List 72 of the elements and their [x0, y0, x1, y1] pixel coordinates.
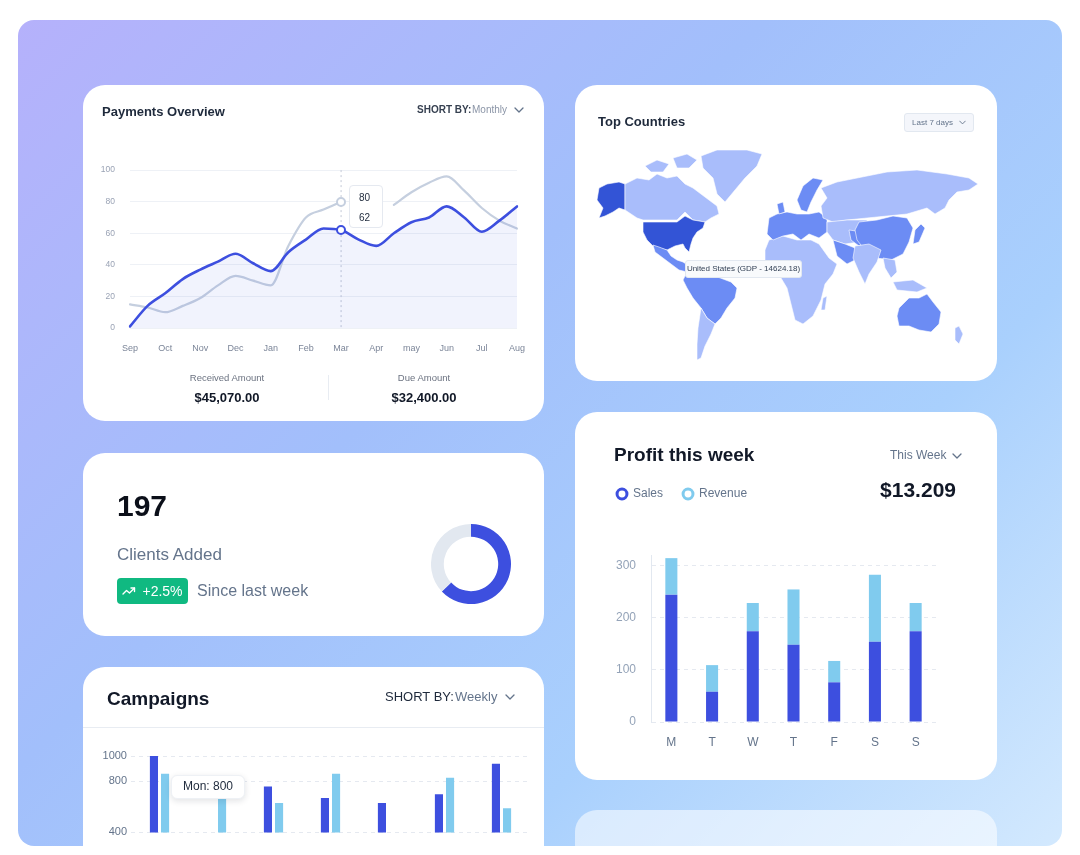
x-tick-label: M: [666, 734, 677, 749]
tooltip: Mon: 800: [171, 775, 245, 799]
bar: [665, 594, 678, 722]
x-tick-label: Mar: [333, 342, 349, 353]
legend-label: Sales: [633, 486, 664, 501]
text: Received Amount: [189, 371, 265, 384]
chart-title: Payments Overview: [102, 103, 225, 120]
annotation: 62: [359, 212, 371, 224]
x-tick-label: Aug: [508, 342, 525, 353]
y-tick-label: 0: [110, 322, 116, 333]
bar: [746, 631, 759, 722]
x-tick-label: T: [789, 734, 798, 749]
bar: [787, 589, 800, 645]
legend-label: Revenue: [699, 486, 748, 501]
bar: [868, 574, 881, 642]
chart-title: Profit this week: [614, 444, 755, 466]
x-tick-label: Jan: [263, 342, 278, 353]
y-tick-label: 100: [100, 164, 116, 175]
bar: [828, 682, 841, 722]
text: Weekly: [455, 688, 498, 705]
text: This Week: [890, 448, 947, 463]
x-tick-label: Oct: [158, 342, 173, 353]
y-tick-label: 300: [615, 557, 637, 572]
annotation: 80: [359, 192, 371, 204]
bar: [706, 665, 719, 692]
text: Clients Added: [117, 545, 222, 565]
y-tick-label: 800: [108, 774, 127, 787]
y-tick-label: 80: [105, 196, 116, 207]
y-tick-label: 40: [105, 259, 116, 270]
x-tick-label: Feb: [298, 342, 314, 353]
tooltip: United States (GDP - 14624.18): [685, 260, 802, 278]
x-tick-label: Jul: [476, 342, 488, 353]
text: Monthly: [472, 104, 508, 116]
text: SHORT BY:: [385, 688, 454, 705]
bar: [787, 644, 800, 722]
y-tick-label: 20: [105, 290, 116, 301]
text: Since last week: [197, 581, 309, 601]
badge: +2.5%: [117, 578, 188, 604]
x-tick-label: S: [911, 734, 920, 749]
x-tick-label: may: [402, 342, 421, 353]
text: $13.209: [880, 477, 956, 503]
x-tick-label: W: [747, 734, 760, 749]
bar: [706, 691, 719, 722]
y-tick-label: 200: [615, 609, 637, 624]
bar: [909, 631, 922, 722]
y-tick-label: 0: [629, 714, 637, 729]
x-tick-label: Nov: [192, 342, 209, 353]
text: 197: [117, 488, 168, 524]
text: $45,070.00: [194, 389, 260, 406]
y-tick-label: 1000: [102, 749, 127, 762]
text: SHORT BY:: [417, 104, 472, 116]
bar: [909, 603, 922, 632]
chart-title: Campaigns: [107, 688, 210, 710]
bar: [828, 660, 841, 683]
y-tick-label: 100: [615, 662, 637, 677]
x-tick-label: Sep: [121, 342, 139, 353]
y-tick-label: 400: [108, 825, 127, 838]
text: $32,400.00: [391, 389, 457, 406]
x-tick-label: Jun: [439, 342, 454, 353]
x-tick-label: Apr: [369, 342, 384, 353]
bar: [868, 641, 881, 722]
x-tick-label: T: [708, 734, 717, 749]
x-tick-label: Dec: [227, 342, 245, 353]
y-tick-label: 60: [105, 227, 116, 238]
text: Due Amount: [397, 371, 451, 384]
x-tick-label: F: [830, 734, 838, 749]
x-tick-label: S: [870, 734, 879, 749]
text: Top Countries: [598, 113, 686, 130]
dropdown: Last 7 days: [904, 113, 974, 132]
annotation: Mon: 800: [182, 779, 234, 794]
bar: [665, 558, 678, 595]
bar: [746, 603, 759, 632]
